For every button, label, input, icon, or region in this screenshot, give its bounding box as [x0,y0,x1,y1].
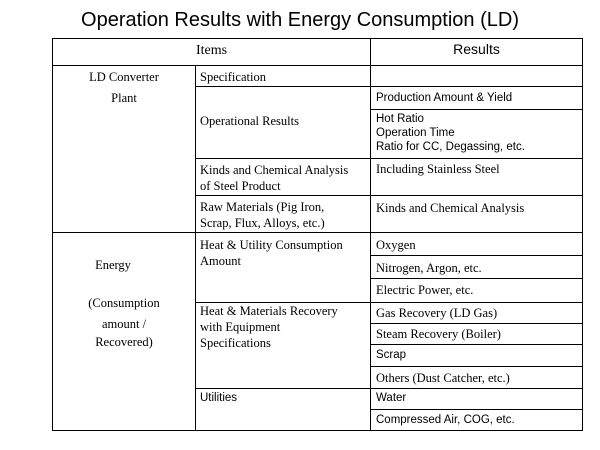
item-heat-utility-line1: Heat & Utility Consumption [200,238,343,252]
item-heat-materials-line3: Specifications [200,336,271,350]
result-steam-recovery: Steam Recovery (Boiler) [376,327,501,341]
result-gas-recovery: Gas Recovery (LD Gas) [376,306,498,320]
result-nitrogen: Nitrogen, Argon, etc. [376,261,482,275]
result-oxygen: Oxygen [376,238,416,252]
result-including-stainless: Including Stainless Steel [376,162,500,176]
item-raw-materials-line2: Scrap, Flux, Alloys, etc.) [200,216,325,230]
result-kinds-chem-analysis: Kinds and Chemical Analysis [376,201,525,215]
header-results: Results [453,41,500,57]
result-water: Water [376,392,407,404]
header-items: Items [195,43,228,58]
section-label-energy: Energy [95,258,131,272]
section-label-consumption: (Consumption [88,296,160,310]
result-production-amount: Production Amount & Yield [376,92,513,104]
item-heat-materials-line2: with Equipment [200,320,281,334]
result-operation-time: Operation Time [376,127,455,139]
section-label-recovered: Recovered) [95,335,153,349]
page-title: Operation Results with Energy Consumptio… [81,9,519,31]
result-others: Others (Dust Catcher, etc.) [376,371,510,385]
item-kinds-chem-line2: of Steel Product [200,179,281,193]
item-heat-utility-line2: Amount [200,254,241,268]
item-operational-results: Operational Results [200,114,299,128]
item-specification: Specification [200,70,266,84]
item-utilities: Utilities [200,392,238,404]
item-raw-materials-line1: Raw Materials (Pig Iron, [200,200,325,214]
section-label-ld-line1: LD Converter [89,70,159,84]
result-scrap: Scrap [376,349,407,361]
result-ratio-cc: Ratio for CC, Degassing, etc. [376,141,525,153]
section-label-amount: amount / [101,317,147,331]
item-heat-materials-line1: Heat & Materials Recovery [200,304,338,318]
result-compressed-air: Compressed Air, COG, etc. [376,414,515,426]
result-hot-ratio: Hot Ratio [376,113,424,125]
item-kinds-chem-line1: Kinds and Chemical Analysis [200,163,349,177]
result-electric: Electric Power, etc. [376,283,474,297]
table-border [52,38,583,431]
section-label-ld-line2: Plant [111,91,137,105]
